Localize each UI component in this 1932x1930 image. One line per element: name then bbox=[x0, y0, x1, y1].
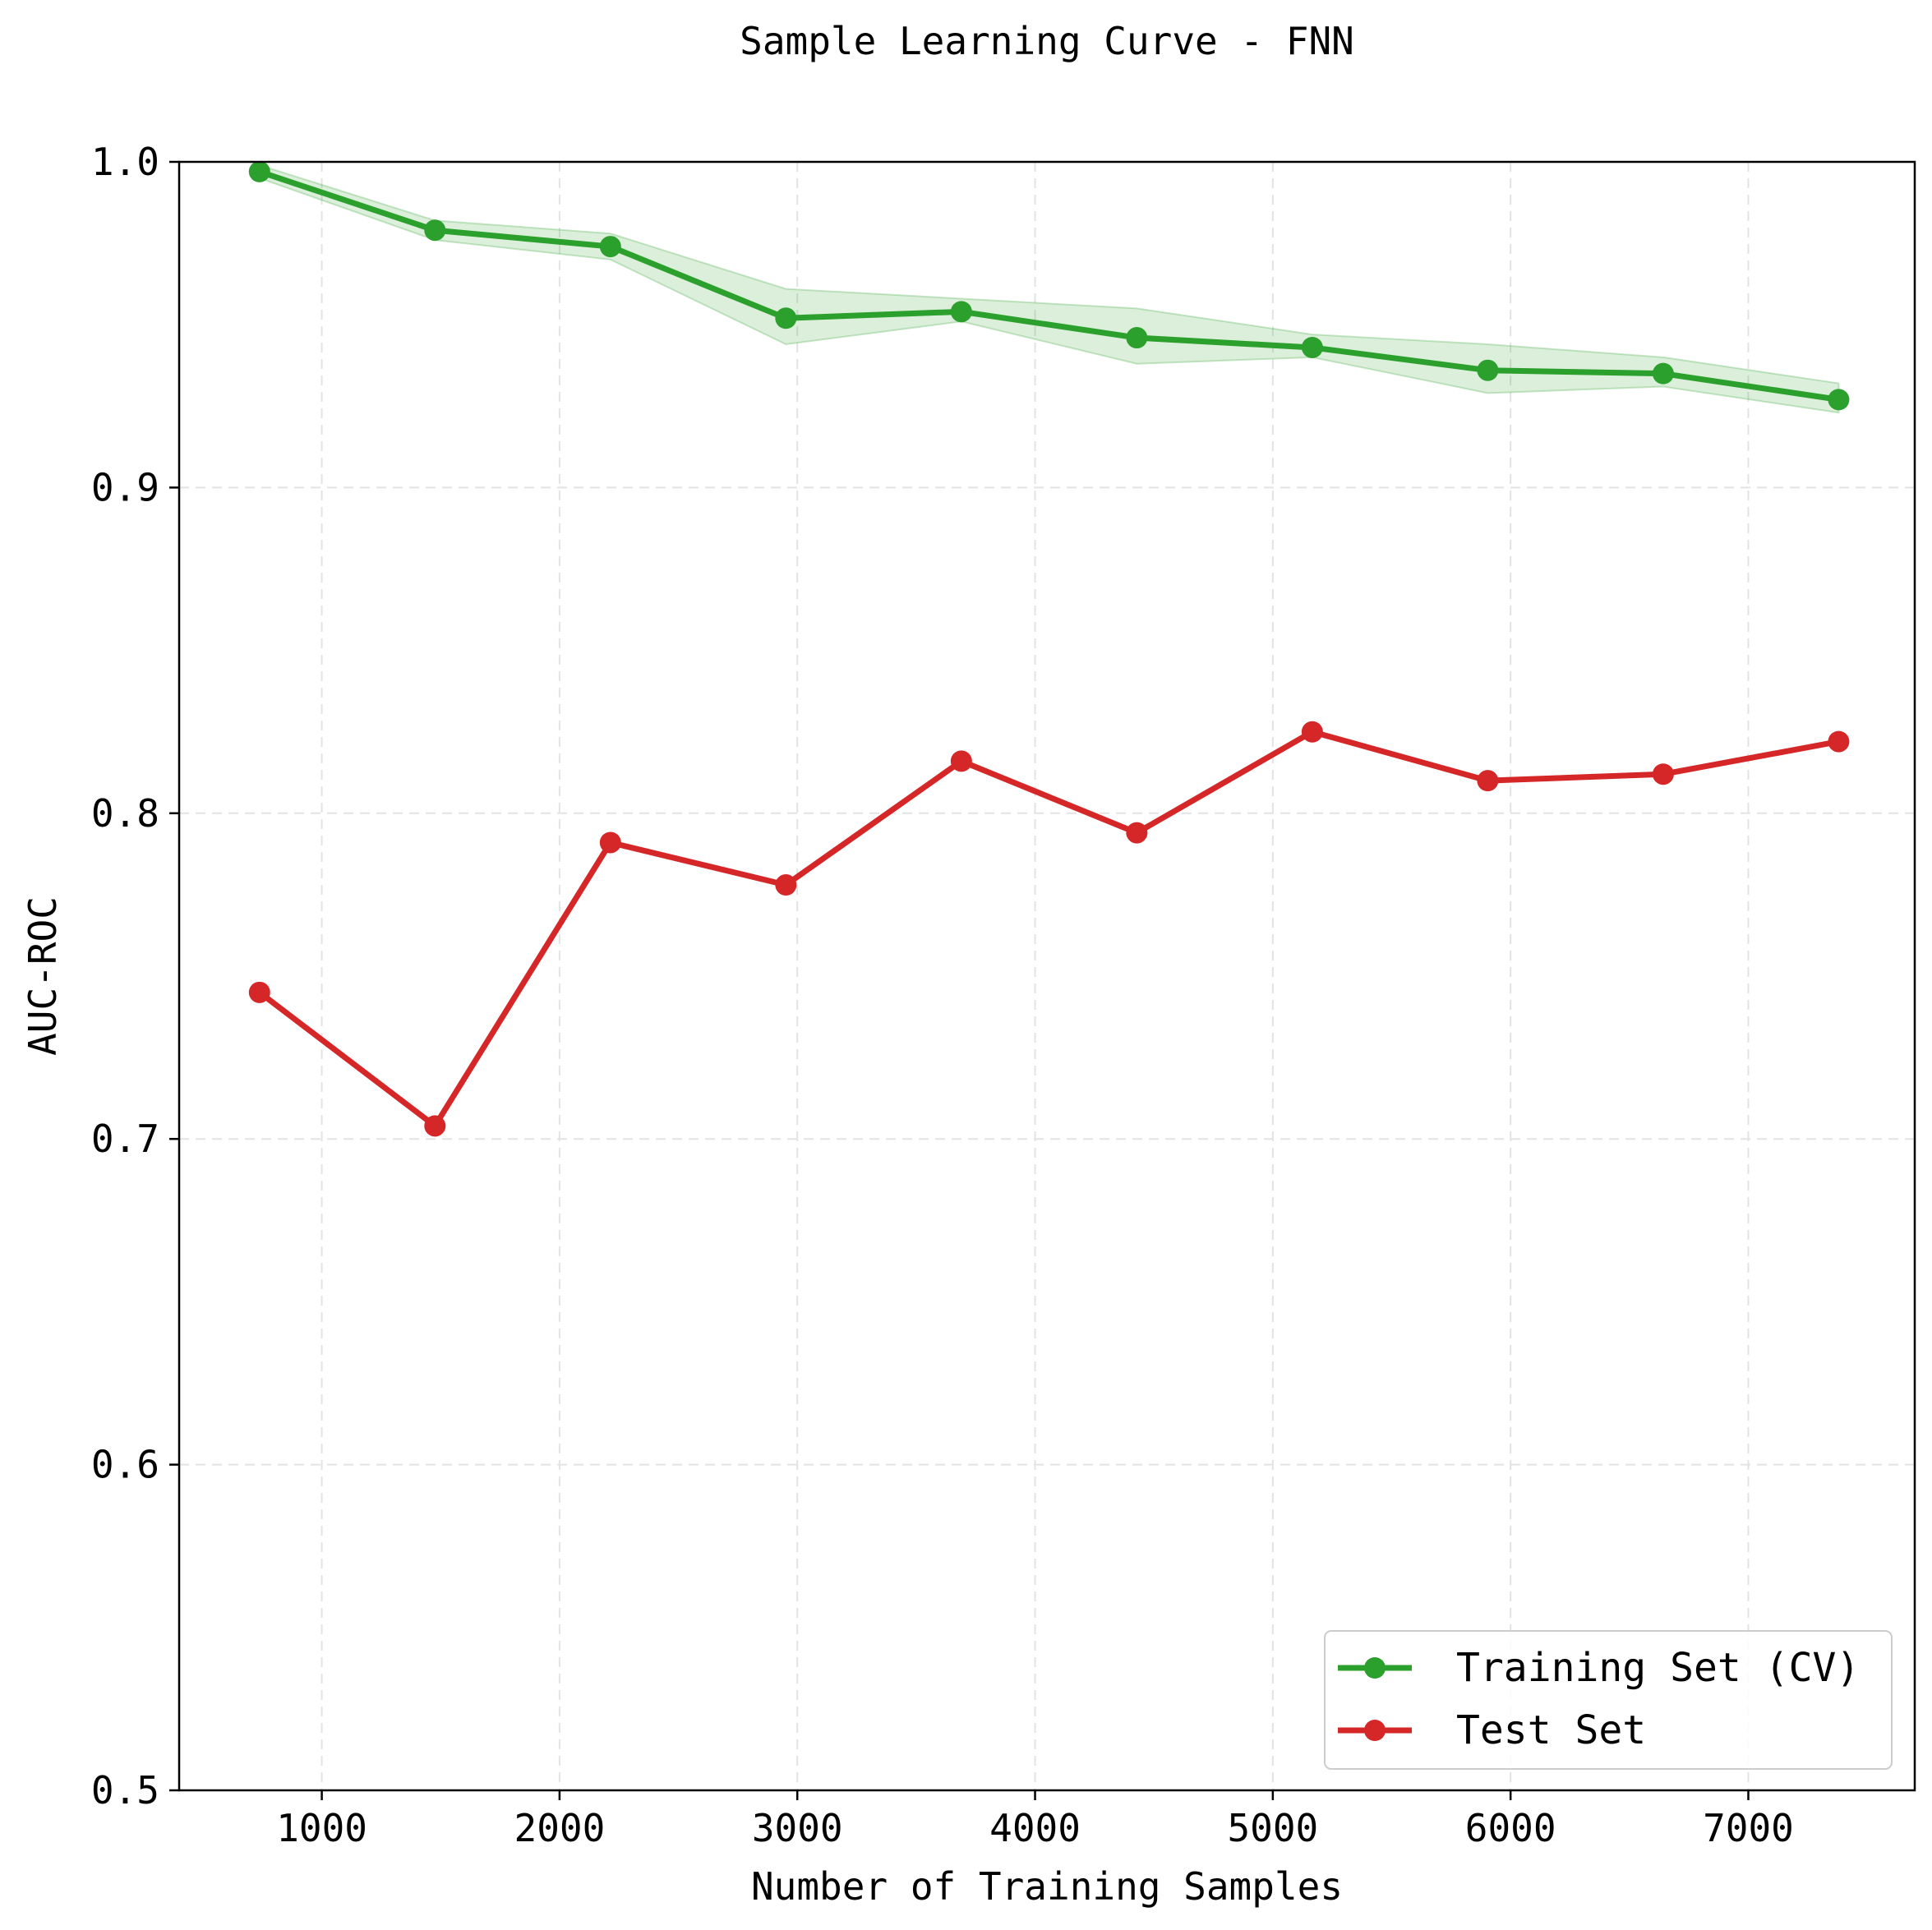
y-tick-label: 0.8 bbox=[91, 791, 159, 836]
data-point bbox=[1126, 327, 1148, 349]
legend-label: Training Set (CV) bbox=[1456, 1645, 1860, 1691]
x-tick-label: 1000 bbox=[276, 1806, 367, 1850]
x-tick-label: 6000 bbox=[1465, 1806, 1556, 1850]
x-tick-label: 2000 bbox=[514, 1806, 606, 1850]
series-line-1 bbox=[257, 729, 1840, 1129]
y-tick-label: 1.0 bbox=[91, 140, 159, 184]
grid bbox=[179, 161, 1915, 1791]
data-point bbox=[248, 160, 270, 182]
data-point bbox=[775, 307, 797, 329]
legend: Training Set (CV) Test Set bbox=[1324, 1630, 1893, 1770]
data-point bbox=[1828, 389, 1850, 411]
data-point bbox=[424, 1115, 446, 1137]
legend-box bbox=[1324, 1630, 1893, 1770]
x-axis-label: Number of Training Samples bbox=[751, 1864, 1343, 1909]
data-point bbox=[1301, 336, 1323, 358]
data-point bbox=[1301, 721, 1323, 743]
data-point bbox=[950, 750, 972, 772]
data-point bbox=[1652, 362, 1674, 385]
chart-title: Sample Learning Curve - FNN bbox=[740, 19, 1354, 63]
y-tick-label: 0.5 bbox=[91, 1768, 159, 1813]
axis-ticks: 1000 2000 3000 4000 5000 6000 7000 0.5 0.6 0.7 0.8… bbox=[91, 140, 1794, 1850]
data-point bbox=[599, 831, 621, 854]
y-tick-label: 0.9 bbox=[91, 465, 159, 509]
data-point bbox=[775, 874, 797, 896]
legend-marker bbox=[1364, 1720, 1386, 1741]
data-point bbox=[1477, 770, 1499, 792]
data-point bbox=[1126, 822, 1148, 844]
data-point bbox=[1652, 763, 1674, 785]
confidence-band-layer bbox=[258, 164, 1840, 414]
y-tick-label: 0.6 bbox=[91, 1443, 159, 1487]
legend-marker bbox=[1364, 1657, 1386, 1679]
series-line-0 bbox=[258, 168, 1839, 403]
plot-frame bbox=[178, 160, 1916, 1792]
y-axis-label: AUC-ROC bbox=[21, 896, 65, 1056]
data-point bbox=[424, 219, 446, 242]
x-tick-label: 4000 bbox=[989, 1806, 1081, 1850]
series-points bbox=[248, 160, 1850, 1137]
series-lines bbox=[257, 168, 1840, 1129]
data-point bbox=[1828, 730, 1850, 753]
y-tick-label: 0.7 bbox=[91, 1117, 159, 1161]
data-point bbox=[248, 981, 270, 1003]
data-point bbox=[599, 236, 621, 258]
training-confidence-band bbox=[258, 164, 1840, 414]
x-tick-label: 7000 bbox=[1703, 1806, 1794, 1850]
data-point bbox=[1477, 359, 1499, 381]
data-point bbox=[950, 301, 972, 323]
legend-label: Test Set bbox=[1456, 1707, 1646, 1753]
x-tick-label: 3000 bbox=[752, 1806, 843, 1850]
x-tick-label: 5000 bbox=[1227, 1806, 1318, 1850]
